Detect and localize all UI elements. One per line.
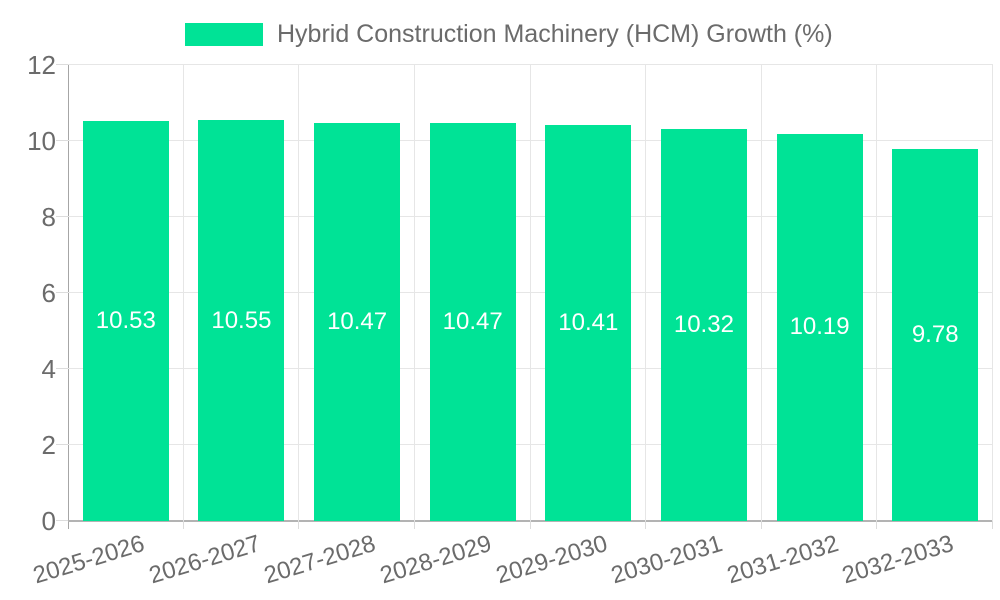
y-axis-tick-label: 12	[27, 50, 56, 80]
y-axis-tick-label: 10	[27, 126, 56, 156]
x-axis-category-label: 2028-2029	[376, 530, 495, 590]
y-axis-line	[68, 65, 69, 529]
bar-2027-2028[interactable]	[314, 123, 401, 521]
bar-2031-2032[interactable]	[776, 133, 863, 521]
bar-2026-2027[interactable]	[198, 120, 285, 521]
y-axis-tick	[56, 520, 68, 521]
gridline-vertical	[761, 65, 762, 521]
x-axis-tick	[645, 521, 646, 529]
bar-2029-2030[interactable]	[545, 125, 632, 521]
legend-label: Hybrid Construction Machinery (HCM) Grow…	[277, 20, 833, 48]
x-axis-tick	[298, 521, 299, 529]
plot-area: 0 2 4 6 8 10 12 10.53 2025-2026 10.55 2026-2027 10.…	[27, 50, 993, 589]
x-axis-category-label: 2032-2033	[839, 530, 958, 590]
bar-2032-2033[interactable]	[892, 149, 979, 521]
x-axis-tick	[530, 521, 531, 529]
bar-2028-2029[interactable]	[429, 123, 516, 521]
gridline-vertical	[414, 65, 415, 521]
gridline-vertical	[645, 65, 646, 521]
bar-2025-2026[interactable]	[82, 120, 169, 521]
y-axis-tick-label: 0	[41, 506, 56, 536]
y-axis-tick-label: 4	[41, 354, 56, 384]
gridline-vertical	[876, 65, 877, 521]
gridline-vertical	[530, 65, 531, 521]
x-axis-category-label: 2029-2030	[492, 530, 611, 590]
x-axis-tick	[183, 521, 184, 529]
x-axis-tick	[414, 521, 415, 529]
y-axis-tick	[56, 140, 68, 141]
x-axis-category-label: 2025-2026	[30, 530, 148, 590]
bar-2030-2031[interactable]	[660, 128, 747, 521]
y-axis-tick	[56, 292, 68, 293]
x-axis-category-label: 2026-2027	[145, 530, 264, 590]
x-axis-category-label: 2031-2032	[723, 530, 842, 590]
x-axis-tick	[992, 521, 993, 529]
legend[interactable]: Hybrid Construction Machinery (HCM) Grow…	[185, 20, 833, 49]
y-axis-tick	[56, 444, 68, 445]
y-axis-tick-label: 6	[41, 278, 56, 308]
gridline-vertical	[183, 65, 184, 521]
y-axis-tick-label: 8	[41, 202, 56, 232]
x-axis-category-label: 2030-2031	[608, 530, 726, 590]
gridline-horizontal	[68, 64, 993, 65]
y-axis-tick	[56, 216, 68, 217]
x-axis-category-label: 2027-2028	[261, 530, 380, 590]
gridline-vertical	[298, 65, 299, 521]
x-axis-tick	[761, 521, 762, 529]
x-axis-tick	[876, 521, 877, 529]
y-axis-tick	[56, 64, 68, 65]
y-axis-tick-label: 2	[41, 430, 56, 460]
legend-swatch-icon	[185, 23, 263, 46]
y-axis-tick	[56, 368, 68, 369]
gridline-vertical	[992, 65, 993, 521]
